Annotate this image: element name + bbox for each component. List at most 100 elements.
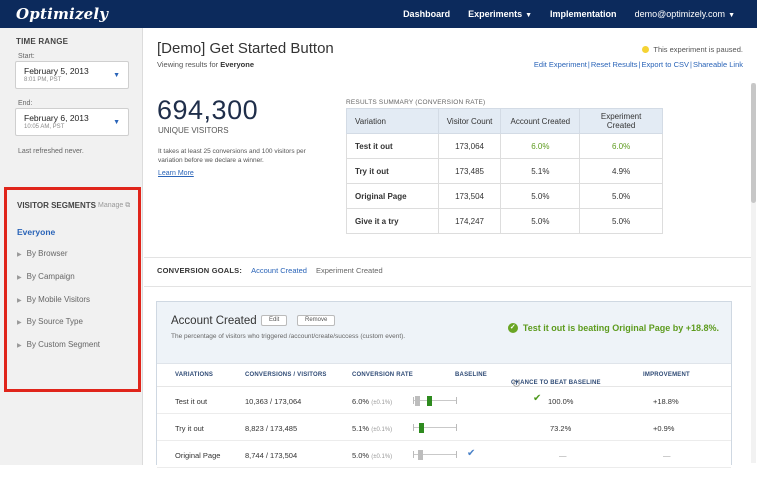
variation-name[interactable]: Try it out: [175, 424, 204, 433]
nav-experiments-label: Experiments: [468, 9, 523, 19]
segment-by-custom-segment[interactable]: ▶ By Custom Segment: [17, 340, 100, 349]
segment-by-browser[interactable]: ▶ By Browser: [17, 249, 68, 258]
column-header: Account Created: [500, 108, 581, 134]
segment-by-mobile-visitors[interactable]: ▶ By Mobile Visitors: [17, 295, 90, 304]
segment-label: By Custom Segment: [26, 340, 100, 349]
remove-goal-button[interactable]: Remove: [297, 315, 336, 326]
table-row: Give it a try 174,247 5.0% 5.0%: [346, 208, 663, 234]
experiment-created-rate: 5.0%: [579, 183, 663, 209]
table-row: Try it out 173,485 5.1% 4.9%: [346, 158, 663, 184]
improvement: —: [663, 451, 671, 460]
end-label: End:: [18, 100, 33, 107]
chevron-down-icon: ▼: [113, 119, 120, 126]
interval-tick: [456, 424, 457, 431]
chevron-right-icon: ▶: [17, 275, 22, 281]
divider: [144, 257, 751, 258]
segment-everyone[interactable]: Everyone: [17, 227, 56, 237]
end-date-picker[interactable]: February 6, 2013 10:05 AM, PST ▼: [15, 108, 129, 136]
column-header: Variation: [346, 108, 439, 134]
variation-name: Original Page: [346, 183, 439, 209]
conversion-rate-value: 5.0%: [352, 451, 370, 460]
baseline-interval: [413, 449, 457, 461]
experiment-actions: Edit Experiment|Reset Results|Export to …: [534, 60, 743, 69]
conversion-rate-margin: (±0.1%): [371, 400, 393, 406]
chance-to-beat-baseline: —: [559, 451, 567, 460]
table-row: Try it out 8,823 / 173,485 5.1% (±0.1%) …: [157, 415, 731, 441]
nav-dashboard[interactable]: Dashboard: [403, 9, 451, 19]
experiment-created-rate: 6.0%: [579, 133, 663, 159]
experiment-created-rate: 4.9%: [579, 158, 663, 184]
visitor-count: 173,504: [437, 183, 502, 209]
improvement: +18.8%: [653, 397, 679, 406]
winner-text: Test it out is beating Original Page by …: [522, 323, 719, 333]
column-header: VARIATIONS: [175, 372, 214, 378]
variation-name: Give it a try: [346, 208, 439, 234]
info-icon[interactable]: ?: [513, 380, 520, 387]
conversion-rate: 6.0% (±0.1%): [352, 397, 392, 406]
check-circle-icon: ✓: [507, 323, 518, 333]
experiment-title: [Demo] Get Started Button: [157, 40, 334, 57]
end-date-value: February 6, 2013: [24, 113, 89, 123]
winner-banner: ✓ Test it out is beating Original Page b…: [507, 323, 719, 333]
results-summary-title: RESULTS SUMMARY (CONVERSION RATE): [346, 99, 486, 106]
edit-experiment-link[interactable]: Edit Experiment: [533, 60, 587, 69]
results-summary-table: Variation Visitor Count Account Created …: [346, 108, 663, 234]
table-row: Original Page 8,744 / 173,504 5.0% (±0.1…: [157, 442, 731, 468]
interval-line: [413, 427, 457, 428]
interval-tick: [456, 451, 457, 458]
variation-marker: [419, 423, 424, 433]
start-time-value: 8:01 PM, PST: [24, 77, 62, 83]
manage-segments-link[interactable]: Manage ⧉: [98, 202, 130, 210]
conversions-visitors: 8,823 / 173,485: [245, 424, 298, 433]
visitor-segments-title: VISITOR SEGMENTS: [17, 201, 96, 210]
edit-goal-button[interactable]: Edit: [261, 315, 288, 326]
visitor-segments-panel: VISITOR SEGMENTS Manage ⧉ Everyone ▶ By B…: [4, 187, 141, 392]
goal-title: Account Created: [171, 315, 257, 327]
baseline-check-icon[interactable]: ✔: [467, 448, 476, 459]
column-header: CONVERSIONS / VISITORS: [245, 372, 327, 378]
interval-tick: [413, 424, 414, 431]
nav-implementation[interactable]: Implementation: [550, 9, 617, 19]
segment-label: By Mobile Visitors: [26, 295, 91, 304]
visitor-count: 173,064: [437, 133, 502, 159]
variation-marker: [427, 396, 432, 406]
column-header: CHANCE TO BEAT BASELINE: [511, 380, 601, 386]
nav-account-menu[interactable]: demo@optimizely.com ▼: [635, 9, 735, 19]
status-text: This experiment is paused.: [653, 45, 743, 54]
variation-name[interactable]: Original Page: [175, 451, 221, 460]
time-range-title: TIME RANGE: [16, 37, 69, 46]
goal-results-panel: Account Created Edit Remove The percenta…: [156, 301, 732, 468]
segment-label: By Campaign: [26, 272, 75, 281]
export-csv-link[interactable]: Export to CSV: [641, 60, 689, 69]
segment-by-source-type[interactable]: ▶ By Source Type: [17, 317, 83, 326]
account-created-rate: 5.0%: [500, 208, 581, 234]
column-header: BASELINE: [455, 372, 487, 378]
variation-name: Try it out: [346, 158, 439, 184]
shareable-link[interactable]: Shareable Link: [692, 60, 743, 69]
reset-results-link[interactable]: Reset Results: [590, 60, 638, 69]
variation-name[interactable]: Test it out: [175, 397, 208, 406]
nav-experiments[interactable]: Experiments ▼: [468, 9, 532, 19]
scrollbar-thumb[interactable]: [751, 83, 756, 203]
goal-results-header: VARIATIONS CONVERSIONS / VISITORS CONVER…: [157, 363, 731, 387]
table-row: Test it out 10,363 / 173,064 6.0% (±0.1%…: [157, 388, 731, 414]
tab-account-created[interactable]: Account Created: [251, 266, 307, 275]
chance-to-beat-baseline: 73.2%: [550, 424, 572, 433]
conversion-rate-value: 5.1%: [352, 424, 370, 433]
interval-tick: [456, 397, 457, 404]
visitor-count: 174,247: [437, 208, 502, 234]
interval-line: [413, 454, 457, 455]
start-date-picker[interactable]: February 5, 2013 8:01 PM, PST ▼: [15, 61, 129, 89]
paused-status-icon: [642, 46, 650, 53]
unique-visitors-count: 694,300: [157, 95, 259, 125]
main-scrollbar[interactable]: [751, 83, 756, 463]
learn-more-link[interactable]: Learn More: [158, 170, 194, 177]
table-row: Original Page 173,504 5.0% 5.0%: [346, 183, 663, 209]
tab-experiment-created[interactable]: Experiment Created: [315, 266, 383, 275]
external-link-icon: ⧉: [125, 202, 131, 209]
interval-tick: [413, 451, 414, 458]
optimizely-logo[interactable]: Optimizely: [16, 5, 109, 23]
viewing-results-for: Viewing results for Everyone: [157, 60, 254, 69]
unique-visitors-label: UNIQUE VISITORS: [158, 126, 229, 135]
segment-by-campaign[interactable]: ▶ By Campaign: [17, 272, 75, 281]
